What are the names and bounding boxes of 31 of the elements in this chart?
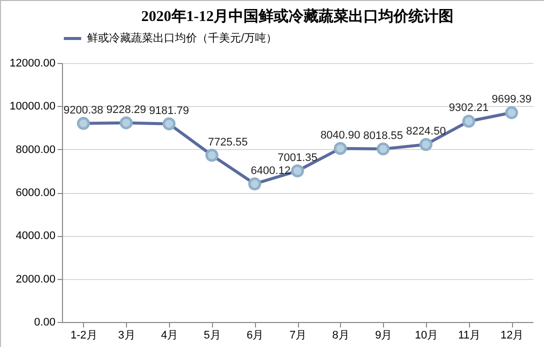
data-label: 9228.29	[106, 104, 146, 116]
y-tick-label: 2000.00	[16, 273, 56, 286]
x-tick-label: 7月	[289, 330, 307, 342]
chart-title: 2020年1-12月中国鲜或冷藏蔬菜出口均价统计图	[141, 8, 454, 25]
y-tick-label: 6000.00	[16, 187, 56, 199]
data-label: 9699.39	[492, 94, 532, 106]
y-tick-label: 0.00	[34, 316, 56, 328]
legend-label: 鲜或冷藏蔬菜出口均价（千美元/万吨）	[87, 32, 278, 44]
data-label: 9200.38	[64, 104, 104, 116]
x-tick-label: 12月	[500, 330, 524, 342]
y-tick-label: 12000.00	[10, 58, 56, 70]
y-tick-label: 10000.00	[10, 100, 56, 113]
x-tick-label: 1-2月	[70, 330, 98, 342]
data-label: 7001.35	[278, 152, 318, 164]
data-label: 9302.21	[448, 102, 489, 114]
data-label: 8224.50	[406, 125, 446, 138]
x-tick-label: 9月	[375, 330, 392, 342]
data-label: 9181.79	[149, 104, 189, 117]
x-tick-label: 6月	[246, 330, 264, 342]
x-tick-label: 8月	[332, 330, 350, 342]
y-tick-label: 4000.00	[16, 230, 56, 242]
data-label: 6400.12	[250, 164, 291, 177]
x-tick-label: 4月	[160, 330, 178, 342]
x-tick-label: 5月	[204, 330, 221, 342]
data-label: 7725.55	[208, 136, 248, 148]
y-tick-label: 8000.00	[16, 144, 56, 156]
x-tick-label: 3月	[118, 330, 136, 342]
data-label: 8018.55	[363, 130, 404, 142]
data-label: 8040.90	[320, 129, 360, 142]
x-tick-label: 11月	[458, 330, 480, 342]
x-tick-label: 10月	[414, 330, 438, 342]
